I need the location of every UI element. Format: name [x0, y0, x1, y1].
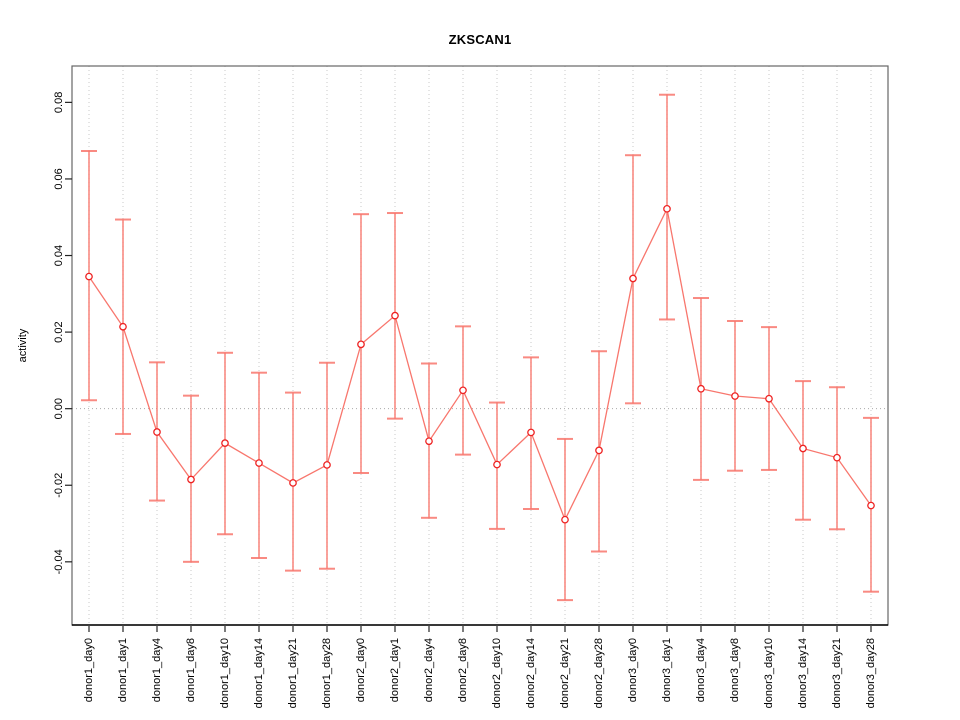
x-tick-label-donor2_day28: donor2_day28: [593, 638, 605, 708]
data-point-donor1_day28: [323, 461, 331, 469]
x-tick-label-donor1_day0: donor1_day0: [83, 638, 95, 702]
y-axis-title: activity: [17, 328, 29, 362]
data-point-donor1_day4: [153, 428, 161, 436]
data-point-donor2_day4: [425, 437, 433, 446]
y-axis: -0.04 -0.02 0.00 0.02 0.04 0.06 0.08: [53, 92, 72, 574]
data-point-donor1_day1: [119, 322, 127, 331]
x-tick-label-donor1_day1: donor1_day1: [117, 638, 129, 702]
data-point-donor2_day1: [391, 311, 399, 320]
data-point-donor3_day8: [731, 392, 739, 400]
data-point-donor2_day21: [561, 515, 569, 524]
y-tick-label: 0.08: [53, 92, 65, 113]
data-points-layer: [85, 204, 875, 524]
x-tick-label-donor1_day10: donor1_day10: [219, 638, 231, 708]
x-tick-label-donor1_day4: donor1_day4: [151, 638, 163, 702]
y-tick-label: -0.04: [53, 549, 65, 574]
y-tick-label: 0.04: [53, 245, 65, 266]
series-line: [88, 206, 872, 522]
x-tick-label-donor1_day8: donor1_day8: [185, 638, 197, 702]
data-point-donor2_day0: [357, 340, 365, 349]
x-tick-label-donor3_day10: donor3_day10: [763, 638, 775, 708]
x-tick-label-donor3_day4: donor3_day4: [695, 638, 707, 702]
data-point-donor1_day14: [255, 459, 263, 467]
y-tick-label: -0.02: [53, 473, 65, 498]
x-tick-label-donor1_day28: donor1_day28: [321, 638, 333, 708]
data-point-donor3_day0: [629, 274, 637, 283]
x-tick-label-donor2_day0: donor2_day0: [355, 638, 367, 702]
data-point-donor1_day21: [289, 479, 297, 487]
x-tick-label-donor2_day10: donor2_day10: [491, 638, 503, 708]
y-tick-label: 0.00: [53, 398, 65, 419]
data-point-donor3_day10: [765, 394, 773, 403]
data-point-donor3_day28: [867, 501, 875, 510]
series-polyline: [88, 206, 872, 522]
x-tick-label-donor3_day8: donor3_day8: [729, 638, 741, 702]
plot-frame: [71, 65, 889, 626]
x-tick-label-donor3_day14: donor3_day14: [797, 638, 809, 708]
data-point-donor1_day10: [221, 439, 229, 447]
x-tick-label-donor2_day21: donor2_day21: [559, 638, 571, 708]
x-tick-label-donor2_day4: donor2_day4: [423, 638, 435, 702]
plot-border: [71, 65, 889, 626]
x-tick-label-donor1_day21: donor1_day21: [287, 638, 299, 708]
data-point-donor1_day0: [85, 272, 93, 281]
error-bars-layer: [81, 93, 879, 602]
data-point-donor1_day8: [187, 475, 195, 484]
x-tick-label-donor3_day0: donor3_day0: [627, 638, 639, 702]
x-tick-label-donor2_day1: donor2_day1: [389, 638, 401, 702]
x-tick-label-donor2_day14: donor2_day14: [525, 638, 537, 708]
x-tick-label-donor2_day8: donor2_day8: [457, 638, 469, 702]
grid-layer: [88, 66, 872, 625]
data-point-donor3_day21: [833, 453, 841, 462]
x-tick-label-donor3_day1: donor3_day1: [661, 638, 673, 702]
y-tick-label: 0.02: [53, 321, 65, 342]
x-tick-label-donor1_day14: donor1_day14: [253, 638, 265, 708]
data-point-donor2_day14: [527, 428, 535, 437]
data-point-donor3_day14: [799, 444, 807, 453]
y-tick-label: 0.06: [53, 168, 65, 189]
data-point-donor2_day8: [459, 386, 467, 395]
data-point-donor3_day1: [663, 204, 671, 213]
data-point-donor3_day4: [697, 384, 705, 393]
x-tick-label-donor3_day28: donor3_day28: [865, 638, 877, 708]
page-title: ZKSCAN1: [448, 32, 512, 47]
x-tick-label-donor3_day21: donor3_day21: [831, 638, 843, 708]
x-axis: donor1_day0 donor1_day1 donor1_day4 donor1_…: [72, 624, 888, 708]
y-axis-label: activity: [17, 328, 29, 362]
data-point-donor2_day10: [493, 460, 501, 469]
data-point-donor2_day28: [595, 446, 603, 455]
